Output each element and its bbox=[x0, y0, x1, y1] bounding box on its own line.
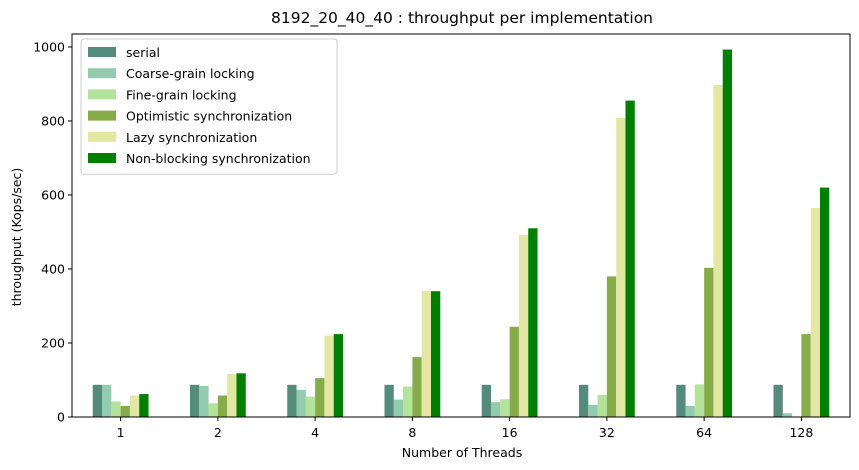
legend-swatch bbox=[88, 68, 116, 79]
bar bbox=[217, 395, 228, 417]
x-axis-label: Number of Threads bbox=[402, 445, 522, 460]
bar bbox=[393, 399, 404, 417]
legend-swatch bbox=[88, 89, 116, 100]
x-tick-label: 32 bbox=[599, 425, 615, 440]
legend-swatch bbox=[88, 47, 116, 57]
bar bbox=[139, 394, 149, 417]
legend-label: Optimistic synchronization bbox=[126, 109, 292, 124]
x-tick-label: 128 bbox=[789, 425, 813, 440]
x-tick-label: 4 bbox=[311, 425, 319, 440]
y-tick-label: 400 bbox=[41, 261, 65, 276]
legend-label: Lazy synchronization bbox=[126, 130, 257, 145]
bar bbox=[509, 326, 519, 417]
legend-swatch bbox=[88, 153, 116, 163]
legend-label: serial bbox=[126, 45, 160, 60]
legend-box bbox=[80, 38, 338, 175]
bar bbox=[819, 187, 830, 417]
y-tick-label: 200 bbox=[41, 335, 65, 350]
x-tick-label: 8 bbox=[408, 425, 416, 440]
x-tick-label: 2 bbox=[214, 425, 222, 440]
bar bbox=[810, 207, 820, 417]
bar bbox=[129, 395, 140, 417]
bar bbox=[208, 403, 218, 417]
bar bbox=[189, 384, 200, 417]
bar bbox=[713, 85, 723, 417]
bar bbox=[685, 405, 695, 417]
bars-group bbox=[92, 49, 830, 418]
x-tick-label: 16 bbox=[502, 425, 518, 440]
bar bbox=[491, 402, 501, 417]
bar bbox=[120, 405, 130, 417]
bar bbox=[801, 334, 811, 417]
bar bbox=[305, 396, 316, 417]
bar bbox=[518, 234, 529, 417]
y-tick-label: 800 bbox=[41, 113, 65, 128]
y-tick-label: 600 bbox=[41, 187, 65, 202]
bar bbox=[384, 384, 394, 417]
bar bbox=[421, 291, 431, 417]
bar bbox=[782, 413, 793, 417]
bar bbox=[111, 401, 121, 417]
legend-label: Non-blocking synchronization bbox=[126, 151, 311, 166]
bar bbox=[403, 386, 413, 417]
bar bbox=[606, 276, 617, 417]
bar bbox=[588, 404, 598, 417]
bar bbox=[597, 394, 607, 417]
bar bbox=[694, 384, 705, 417]
bar bbox=[704, 267, 714, 417]
bar bbox=[722, 49, 733, 417]
bar bbox=[773, 384, 783, 417]
axes-frame bbox=[71, 33, 851, 418]
bar bbox=[92, 384, 103, 417]
bar bbox=[324, 335, 334, 417]
bar bbox=[199, 385, 209, 417]
bar bbox=[676, 384, 686, 417]
bar bbox=[227, 374, 237, 417]
legend-label: Fine-grain locking bbox=[126, 87, 237, 102]
bar bbox=[578, 384, 589, 417]
x-tick-label: 1 bbox=[117, 425, 125, 440]
y-tick-label: 1000 bbox=[33, 39, 65, 54]
x-tick-label: 64 bbox=[696, 425, 712, 440]
bar bbox=[333, 334, 344, 417]
bar bbox=[412, 357, 422, 417]
axes-group: 0 200 400 600 800 1000 1 2 4 8 16 32 64 128 bbox=[33, 33, 851, 440]
bar bbox=[236, 373, 246, 417]
bar bbox=[481, 384, 492, 417]
chart-title: 8192_20_40_40 : throughput per implement… bbox=[271, 9, 653, 28]
bar bbox=[430, 291, 441, 417]
legend-swatch bbox=[88, 110, 116, 121]
bar bbox=[102, 384, 112, 417]
legend-swatch bbox=[88, 131, 116, 142]
bar bbox=[287, 384, 297, 417]
bar bbox=[500, 399, 510, 417]
y-tick-label: 0 bbox=[57, 410, 65, 425]
bar bbox=[528, 228, 538, 417]
y-axis-label: throughput (Kops/sec) bbox=[9, 168, 24, 307]
bar bbox=[616, 118, 626, 417]
legend: serial Coarse-grain locking Fine-grain loc… bbox=[80, 38, 338, 175]
bar bbox=[315, 378, 325, 417]
legend-label: Coarse-grain locking bbox=[126, 66, 255, 81]
bar bbox=[625, 100, 635, 418]
bar bbox=[296, 389, 306, 417]
